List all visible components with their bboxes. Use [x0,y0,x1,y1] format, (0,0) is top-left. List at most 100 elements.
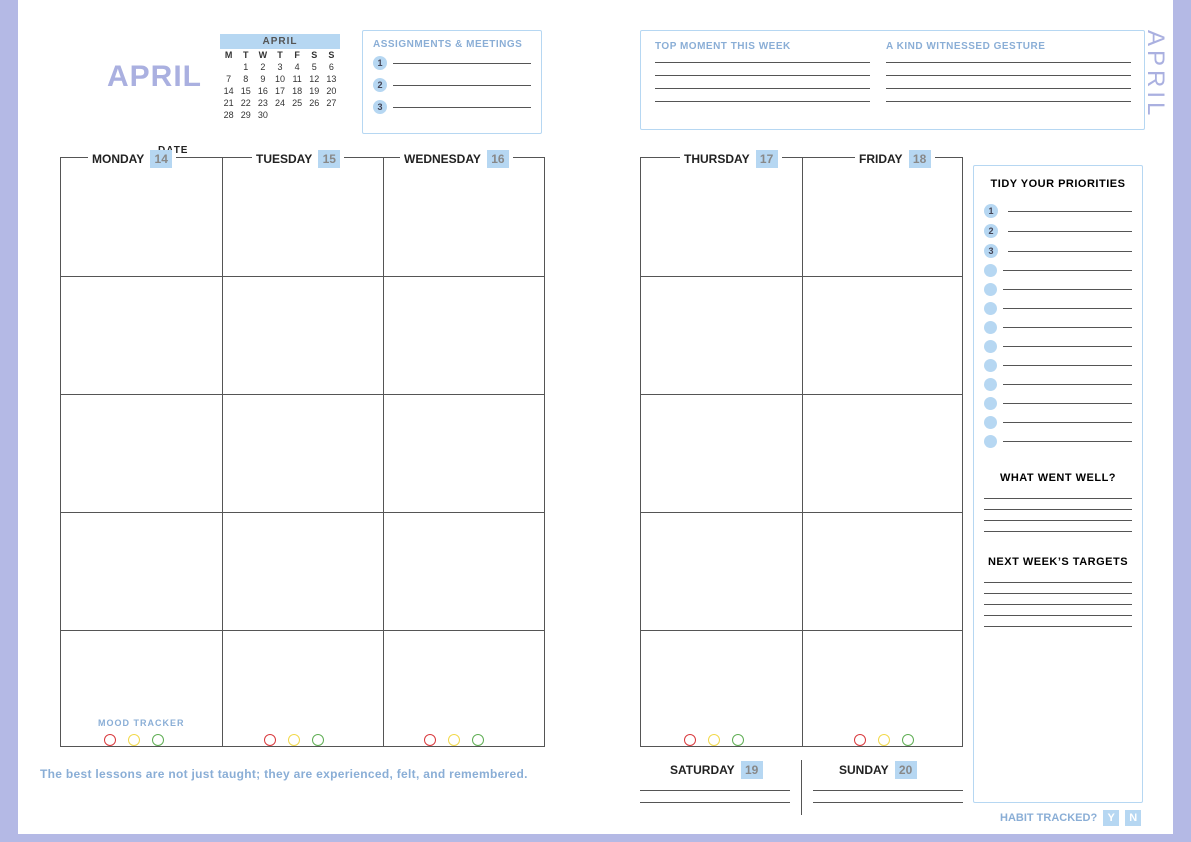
mini-cal-day: 22 [237,97,254,109]
mini-cal-day: 20 [323,85,340,97]
mini-cal-day: 30 [254,109,271,121]
write-line-row[interactable] [984,531,1132,532]
mini-cal-day: 11 [289,73,306,85]
assignment-line[interactable]: 3 [373,100,531,114]
mini-cal-day: 29 [237,109,254,121]
left-week-grid [60,157,545,747]
mood-circle[interactable] [288,734,300,746]
write-line [1003,365,1132,366]
write-line [393,85,531,86]
kind-gesture-title: A KIND WITNESSED GESTURE [886,41,1131,52]
assignments-title: ASSIGNMENTS & MEETINGS [373,39,531,50]
habit-tracked: HABIT TRACKED? Y N [1000,810,1141,826]
day-header-thursday: THURSDAY 17 [680,150,782,168]
mood-circle[interactable] [448,734,460,746]
write-line [984,498,1132,499]
write-line [1003,327,1132,328]
priorities-title: TIDY YOUR PRIORITIES [984,178,1132,190]
write-line-row[interactable] [984,615,1132,616]
write-line [984,582,1132,583]
write-line-row[interactable] [984,498,1132,499]
mood-circle[interactable] [312,734,324,746]
mini-cal-day: 27 [323,97,340,109]
priority-line[interactable] [984,416,1132,429]
mini-cal-dow: S [306,49,323,61]
mini-cal-day: 6 [323,61,340,73]
write-line [984,509,1132,510]
write-line-row[interactable] [984,604,1132,605]
quote-text: The best lessons are not just taught; th… [40,767,528,781]
number-bullet: 3 [984,244,998,258]
mini-cal-dow: S [323,49,340,61]
mood-circle[interactable] [104,734,116,746]
priority-line[interactable] [984,340,1132,353]
bullet-dot [984,264,997,277]
number-bullet: 1 [373,56,387,70]
number-bullet: 2 [373,78,387,92]
day-name: WEDNESDAY [404,152,481,166]
day-number: 18 [909,150,931,168]
mood-circle[interactable] [152,734,164,746]
mini-calendar: APRIL MTWTFSS 12345678910111213141516171… [220,34,340,121]
priority-line[interactable]: 2 [984,224,1132,238]
write-line [1008,251,1132,252]
priority-line[interactable] [984,321,1132,334]
priority-line[interactable] [984,283,1132,296]
mini-cal-day: 7 [220,73,237,85]
mini-calendar-title: APRIL [220,34,340,49]
mood-circle[interactable] [424,734,436,746]
mini-cal-dow: T [237,49,254,61]
mini-cal-day [289,109,306,121]
write-line [984,520,1132,521]
write-line-row[interactable] [984,520,1132,521]
priority-line[interactable] [984,359,1132,372]
mini-calendar-grid: MTWTFSS 12345678910111213141516171819202… [220,49,340,121]
habit-yes[interactable]: Y [1103,810,1119,826]
write-line-row[interactable] [984,626,1132,627]
mood-tracker-set[interactable] [100,734,168,746]
mini-cal-dow: F [289,49,306,61]
mini-cal-day: 18 [289,85,306,97]
bullet-dot [984,340,997,353]
write-line [1003,422,1132,423]
mini-cal-day: 15 [237,85,254,97]
priority-line[interactable]: 1 [984,204,1132,218]
priority-line[interactable]: 3 [984,244,1132,258]
mood-tracker-set[interactable] [420,734,488,746]
page-border-right [1173,0,1191,842]
page-title: APRIL [107,60,202,94]
day-name: TUESDAY [256,152,312,166]
write-line [984,615,1132,616]
bullet-dot [984,416,997,429]
mini-cal-day: 21 [220,97,237,109]
mood-tracker-set[interactable] [260,734,328,746]
mini-cal-day [220,61,237,73]
mini-cal-day [323,109,340,121]
mini-cal-day: 16 [254,85,271,97]
write-line-row[interactable] [984,509,1132,510]
mini-cal-day: 14 [220,85,237,97]
assignment-line[interactable]: 1 [373,56,531,70]
write-line [984,604,1132,605]
mini-cal-day: 10 [271,73,288,85]
priority-line[interactable] [984,264,1132,277]
page-border-bottom [0,834,1191,842]
priority-line[interactable] [984,435,1132,448]
priority-line[interactable] [984,378,1132,391]
mood-circle[interactable] [128,734,140,746]
write-line [1003,441,1132,442]
write-line [393,63,531,64]
write-line-row[interactable] [984,582,1132,583]
priority-line[interactable] [984,397,1132,410]
mood-circle[interactable] [264,734,276,746]
write-line [1003,346,1132,347]
priority-line[interactable] [984,302,1132,315]
day-name: THURSDAY [684,152,750,166]
mini-cal-day: 3 [271,61,288,73]
mood-circle[interactable] [472,734,484,746]
assignment-line[interactable]: 2 [373,78,531,92]
mini-cal-day: 8 [237,73,254,85]
habit-no[interactable]: N [1125,810,1141,826]
day-name: FRIDAY [859,152,903,166]
write-line-row[interactable] [984,593,1132,594]
